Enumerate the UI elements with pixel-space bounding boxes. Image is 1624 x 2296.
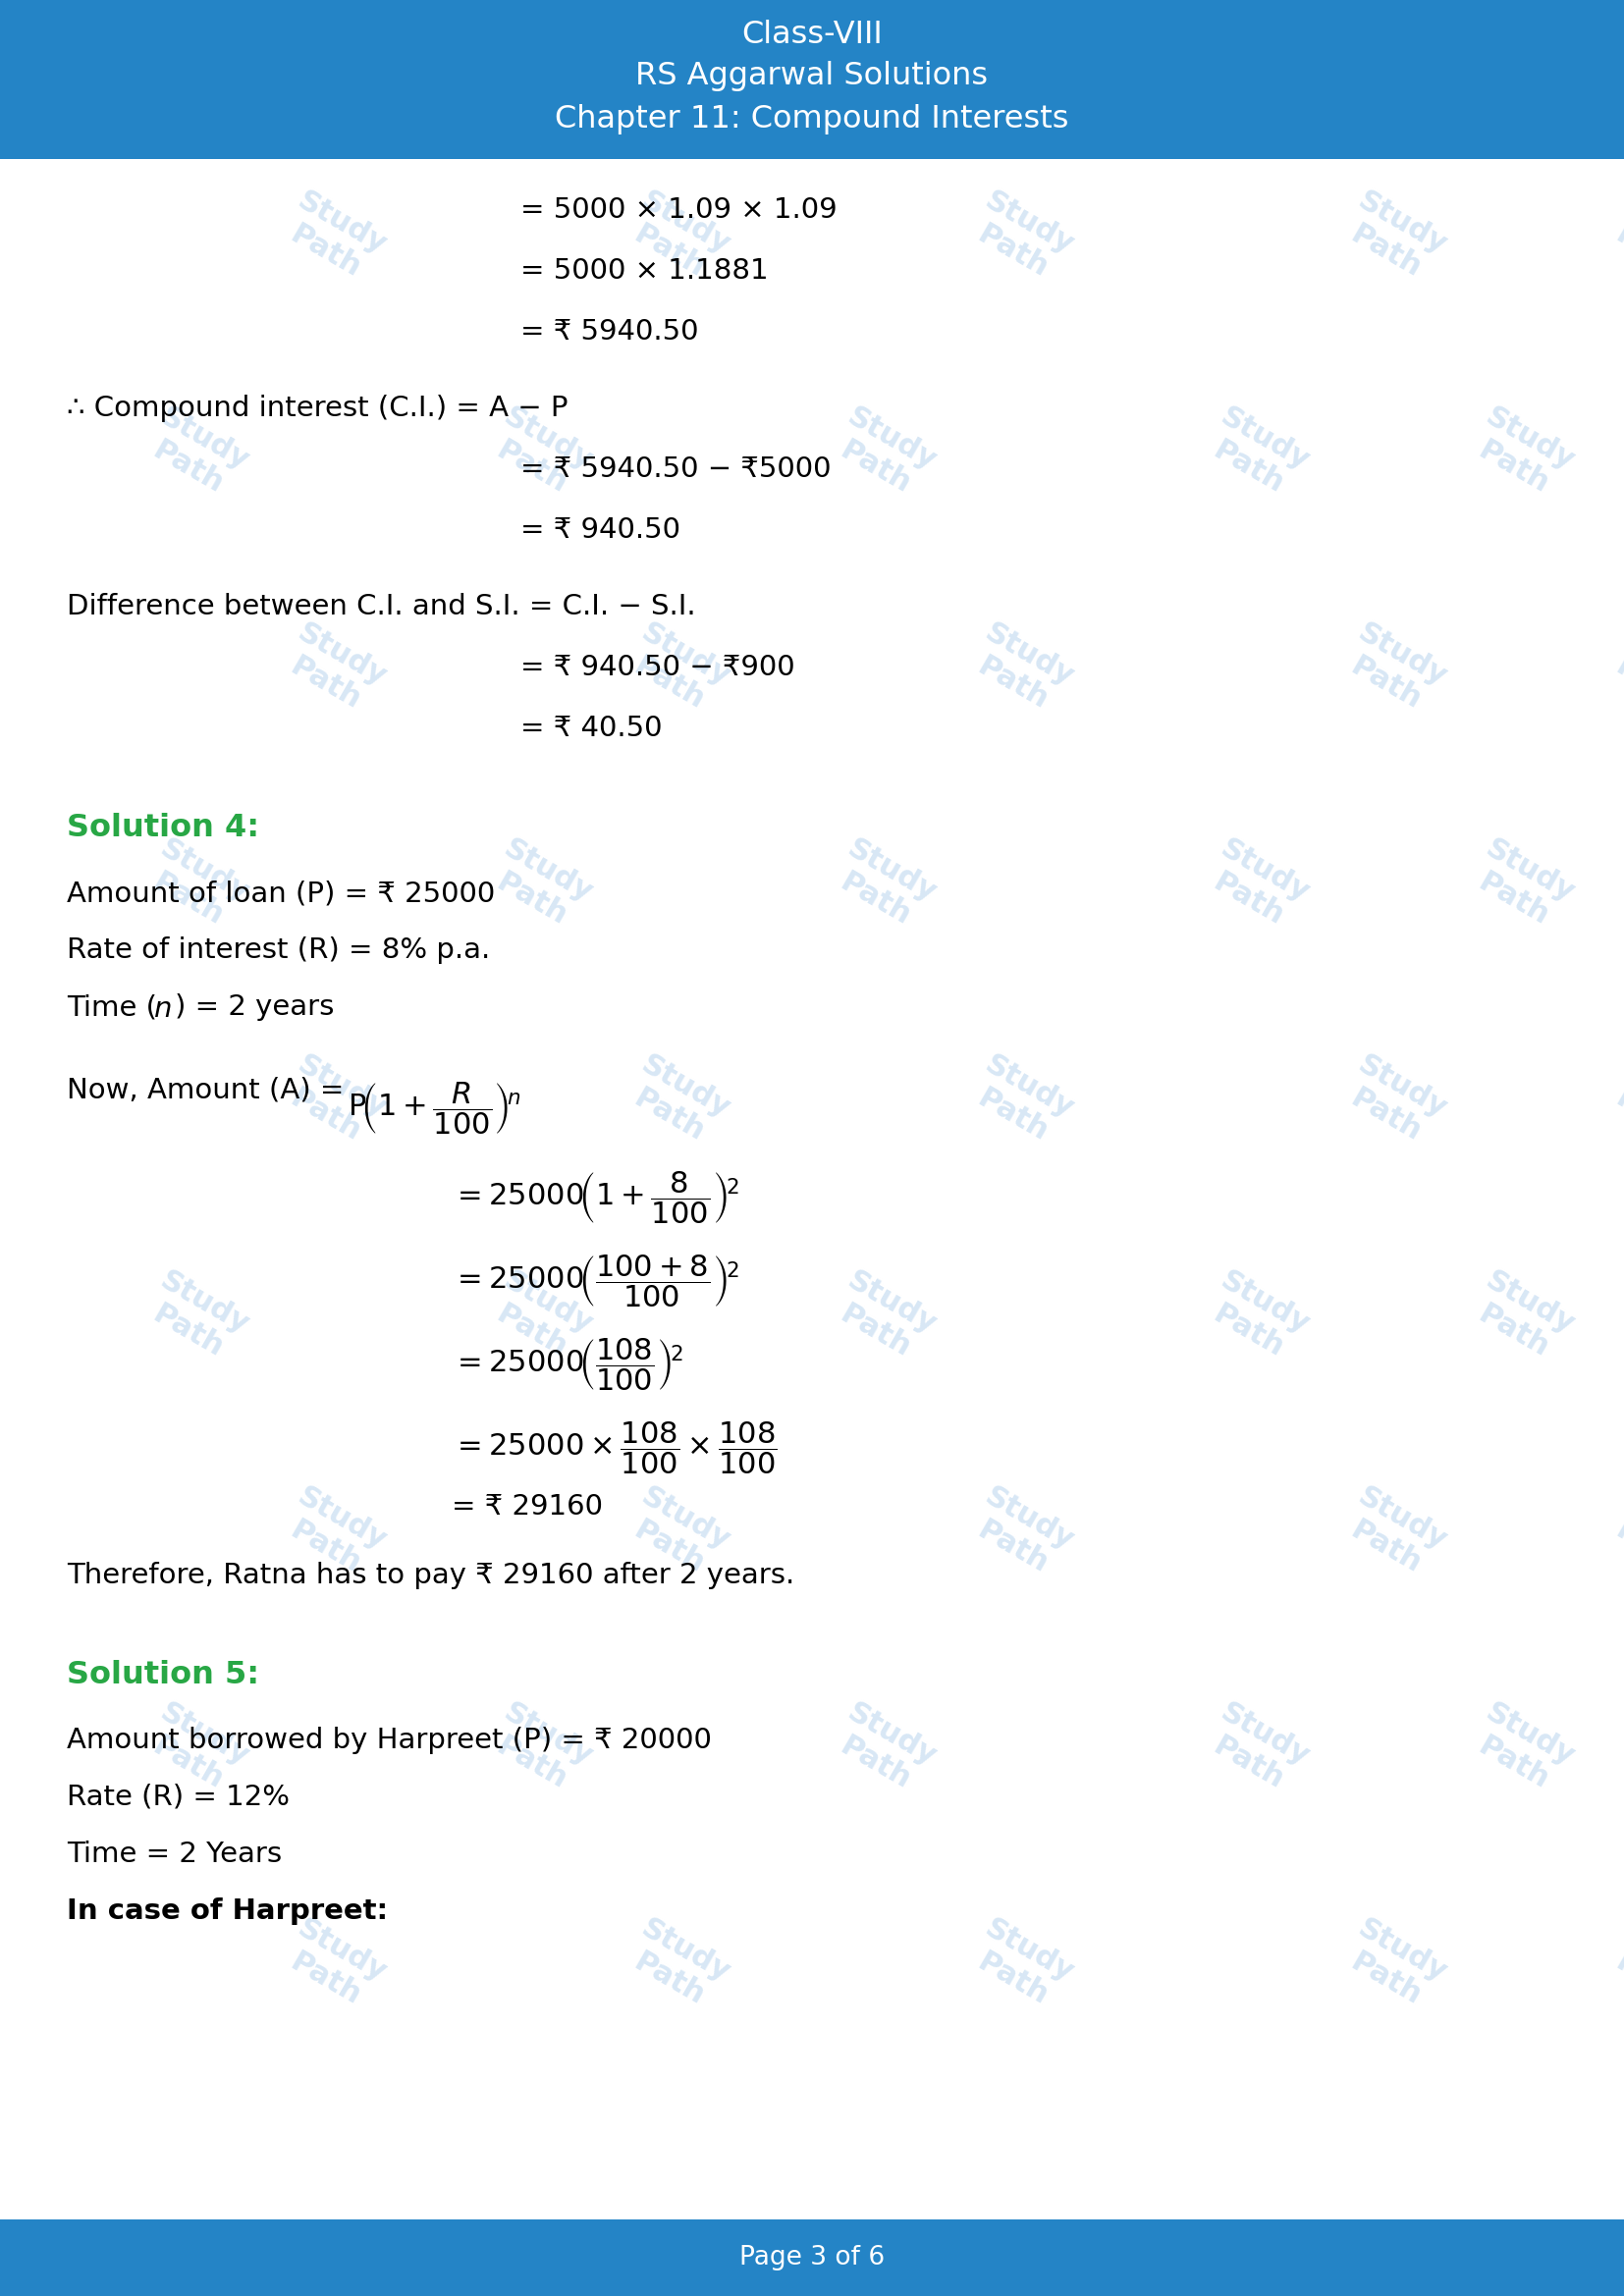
Text: $= 25000\!\left(1 + \dfrac{8}{100}\right)^{\!2}$: $= 25000\!\left(1 + \dfrac{8}{100}\right…: [451, 1169, 739, 1226]
Text: Study
Path: Study Path: [482, 1699, 598, 1800]
Text: = ₹ 940.50 − ₹900: = ₹ 940.50 − ₹900: [520, 654, 794, 682]
Text: Study
Path: Study Path: [620, 1049, 736, 1153]
Text: Amount borrowed by Harpreet (P) = ₹ 20000: Amount borrowed by Harpreet (P) = ₹ 2000…: [67, 1727, 711, 1754]
Text: Time (: Time (: [67, 994, 158, 1022]
Text: Study
Path: Study Path: [138, 402, 255, 505]
Text: Study
Path: Study Path: [1337, 1049, 1452, 1153]
Text: Study
Path: Study Path: [1601, 1483, 1624, 1584]
Text: $\mathrm{P}\!\left(1 + \dfrac{R}{100}\right)^{\!n}$: $\mathrm{P}\!\left(1 + \dfrac{R}{100}\ri…: [348, 1079, 521, 1137]
Text: Study
Path: Study Path: [1601, 618, 1624, 721]
Text: = ₹ 940.50: = ₹ 940.50: [520, 517, 680, 544]
Text: Study
Path: Study Path: [1465, 1265, 1580, 1368]
Text: Study
Path: Study Path: [1199, 402, 1314, 505]
Text: RS Aggarwal Solutions: RS Aggarwal Solutions: [635, 62, 989, 92]
Text: Amount of loan (P) = ₹ 25000: Amount of loan (P) = ₹ 25000: [67, 879, 495, 907]
Text: Difference between C.I. and S.I. = C.I. − S.I.: Difference between C.I. and S.I. = C.I. …: [67, 592, 695, 620]
Text: = ₹ 5940.50 − ₹5000: = ₹ 5940.50 − ₹5000: [520, 455, 831, 482]
Text: Study
Path: Study Path: [276, 1483, 391, 1584]
Bar: [0, 2220, 1624, 2296]
Text: Rate of interest (R) = 8% p.a.: Rate of interest (R) = 8% p.a.: [67, 937, 490, 964]
Text: Study
Path: Study Path: [138, 1699, 255, 1800]
Text: Study
Path: Study Path: [827, 833, 942, 937]
Text: Study
Path: Study Path: [1337, 618, 1452, 721]
Text: Study
Path: Study Path: [276, 1915, 391, 2016]
Text: Therefore, Ratna has to pay ₹ 29160 after 2 years.: Therefore, Ratna has to pay ₹ 29160 afte…: [67, 1561, 794, 1589]
Text: Study
Path: Study Path: [1601, 1915, 1624, 2016]
Text: Study
Path: Study Path: [276, 186, 391, 289]
Text: Class-VIII: Class-VIII: [742, 21, 882, 51]
Text: Study
Path: Study Path: [1199, 1265, 1314, 1368]
Text: Rate (R) = 12%: Rate (R) = 12%: [67, 1784, 289, 1812]
Text: Study
Path: Study Path: [1337, 1483, 1452, 1584]
Text: Study
Path: Study Path: [1465, 833, 1580, 937]
Text: = 5000 × 1.1881: = 5000 × 1.1881: [520, 257, 768, 285]
Text: Study
Path: Study Path: [620, 1915, 736, 2016]
Text: Study
Path: Study Path: [963, 186, 1078, 289]
Text: Study
Path: Study Path: [1601, 186, 1624, 289]
Text: Study
Path: Study Path: [963, 1049, 1078, 1153]
Text: Study
Path: Study Path: [963, 1483, 1078, 1584]
Text: Study
Path: Study Path: [138, 833, 255, 937]
Text: Study
Path: Study Path: [276, 618, 391, 721]
Text: ∴ Compound interest (C.I.) = A − P: ∴ Compound interest (C.I.) = A − P: [67, 395, 568, 422]
Text: Study
Path: Study Path: [276, 1049, 391, 1153]
Text: Solution 4:: Solution 4:: [67, 813, 260, 843]
Text: Time = 2 Years: Time = 2 Years: [67, 1841, 283, 1869]
Text: $= 25000\!\left(\dfrac{108}{100}\right)^{\!2}$: $= 25000\!\left(\dfrac{108}{100}\right)^…: [451, 1336, 684, 1391]
Text: Study
Path: Study Path: [1465, 1699, 1580, 1800]
Text: Study
Path: Study Path: [1337, 186, 1452, 289]
Text: Study
Path: Study Path: [1601, 1049, 1624, 1153]
Text: Study
Path: Study Path: [1199, 833, 1314, 937]
Text: = 5000 × 1.09 × 1.09: = 5000 × 1.09 × 1.09: [520, 197, 836, 223]
Text: Study
Path: Study Path: [827, 1699, 942, 1800]
Text: Study
Path: Study Path: [620, 618, 736, 721]
Text: Study
Path: Study Path: [138, 1265, 255, 1368]
Text: $n$: $n$: [153, 996, 171, 1022]
Text: Chapter 11: Compound Interests: Chapter 11: Compound Interests: [555, 103, 1069, 135]
Text: Study
Path: Study Path: [1199, 1699, 1314, 1800]
Text: ) = 2 years: ) = 2 years: [175, 994, 335, 1022]
Text: Study
Path: Study Path: [620, 1483, 736, 1584]
Text: Study
Path: Study Path: [482, 402, 598, 505]
Text: Study
Path: Study Path: [963, 618, 1078, 721]
Text: Study
Path: Study Path: [482, 1265, 598, 1368]
Text: Now, Amount (A) =: Now, Amount (A) =: [67, 1077, 352, 1104]
Text: = ₹ 40.50: = ₹ 40.50: [520, 714, 663, 742]
Text: = ₹ 5940.50: = ₹ 5940.50: [520, 319, 698, 344]
Text: In case of Harpreet:: In case of Harpreet:: [67, 1896, 388, 1924]
Text: Study
Path: Study Path: [963, 1915, 1078, 2016]
Text: $= 25000\!\left(\dfrac{100 + 8}{100}\right)^{\!2}$: $= 25000\!\left(\dfrac{100 + 8}{100}\rig…: [451, 1254, 739, 1309]
Text: $= 25000 \times \dfrac{108}{100} \times \dfrac{108}{100}$: $= 25000 \times \dfrac{108}{100} \times …: [451, 1419, 778, 1476]
Text: = ₹ 29160: = ₹ 29160: [451, 1492, 603, 1520]
Text: Page 3 of 6: Page 3 of 6: [739, 2245, 885, 2271]
Text: Study
Path: Study Path: [620, 186, 736, 289]
Bar: [0, 0, 1624, 158]
Text: Study
Path: Study Path: [827, 1265, 942, 1368]
Text: Study
Path: Study Path: [482, 833, 598, 937]
Text: Study
Path: Study Path: [1337, 1915, 1452, 2016]
Text: Study
Path: Study Path: [827, 402, 942, 505]
Text: Solution 5:: Solution 5:: [67, 1660, 260, 1690]
Text: Study
Path: Study Path: [1465, 402, 1580, 505]
